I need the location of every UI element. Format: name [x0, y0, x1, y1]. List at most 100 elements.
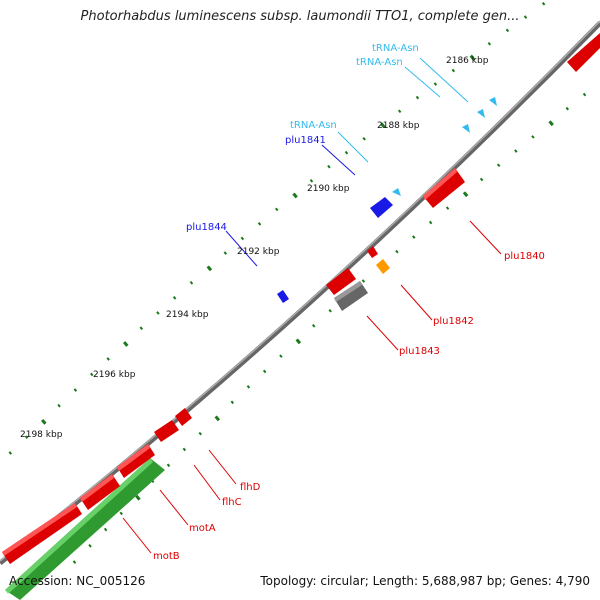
tick-dot	[166, 463, 171, 468]
gene-plu1842-small-red[interactable]	[367, 246, 378, 258]
tick-dot	[135, 494, 141, 501]
tick-dot	[189, 281, 194, 285]
tick-dot	[395, 249, 399, 254]
leader-lines	[122, 57, 502, 554]
tick-dot	[103, 527, 108, 532]
tick-dot	[412, 235, 416, 239]
tick-dot	[172, 296, 177, 300]
gene-plu1843[interactable]	[334, 281, 368, 311]
tick-dot	[428, 220, 433, 225]
tick-dot	[380, 122, 386, 129]
gene-plu1840-b[interactable]	[326, 268, 356, 295]
tick-dot	[582, 92, 587, 97]
tick-label-2194: 2194 kbp	[166, 310, 209, 320]
gene-plu1844[interactable]	[277, 290, 289, 303]
gene-label-flhC: flhC	[222, 497, 242, 508]
tick-dot	[90, 372, 94, 377]
tick-label-2186: 2186 kbp	[446, 56, 489, 66]
trna-marker-1[interactable]	[392, 188, 401, 196]
trna-marker-4[interactable]	[489, 97, 497, 106]
tick-dot	[415, 95, 420, 100]
tick-dot	[240, 236, 245, 241]
tick-dot	[88, 543, 92, 548]
gene-label-plu1841: plu1841	[285, 135, 326, 146]
tick-dot	[24, 435, 29, 439]
tick-dot	[469, 54, 476, 61]
tick-dot	[295, 338, 302, 345]
tick-dot	[122, 341, 129, 347]
gene-label-trna-c: tRNA-Asn	[290, 120, 337, 131]
tick-dot	[548, 120, 554, 127]
tick-dot	[182, 447, 187, 452]
tick-dot	[362, 136, 366, 141]
tick-dot	[462, 191, 469, 198]
gene-plu1841[interactable]	[370, 197, 393, 218]
topology-summary: Topology: circular; Length: 5,688,987 bp…	[260, 574, 590, 588]
gene-flhD-a[interactable]	[154, 420, 179, 442]
gene-motB[interactable]	[2, 503, 82, 564]
gene-label-motA: motA	[189, 523, 216, 534]
gene-upper-right[interactable]	[567, 33, 600, 72]
tick-dot	[73, 388, 78, 392]
tick-dot	[246, 385, 251, 389]
tick-dot-tracks	[8, 1, 587, 564]
tick-dot	[292, 192, 298, 199]
tick-dot	[541, 1, 546, 6]
tick-dot	[505, 28, 510, 33]
tick-dot	[523, 15, 528, 19]
accession-text: Accession: NC_005126	[9, 574, 146, 588]
tick-dot	[531, 135, 535, 139]
tick-dot	[262, 369, 267, 374]
tick-dot	[156, 311, 160, 315]
tick-dot	[479, 177, 484, 182]
tick-dot	[214, 415, 221, 422]
gene-label-trna-a: tRNA-Asn	[372, 43, 419, 54]
gene-label-plu1844: plu1844	[186, 222, 227, 233]
tick-dot	[397, 109, 402, 114]
gene-plu1842[interactable]	[376, 259, 390, 274]
gene-label-plu1843: plu1843	[399, 346, 440, 357]
tick-dot	[275, 207, 279, 212]
trna-marker-3[interactable]	[477, 109, 485, 118]
tick-dot	[230, 400, 235, 405]
green-gene[interactable]	[5, 458, 165, 600]
tick-dot	[206, 265, 213, 272]
tick-dot	[514, 149, 518, 153]
gene-flhD-b[interactable]	[175, 408, 192, 426]
tick-dot	[198, 431, 202, 436]
tick-dot	[433, 82, 438, 86]
tick-label-2198: 2198 kbp	[20, 430, 63, 440]
gene-motA[interactable]	[80, 474, 120, 510]
gene-label-plu1840: plu1840	[504, 251, 545, 262]
map-title: Photorhabdus luminescens subsp. laumondi…	[80, 9, 520, 24]
tick-dot	[119, 511, 123, 516]
gene-label-trna-b: tRNA-Asn	[356, 57, 403, 68]
genome-backbone	[0, 21, 600, 565]
gene-plu1840[interactable]	[423, 168, 465, 208]
tick-dot	[311, 323, 316, 328]
tick-dot	[106, 357, 110, 361]
tick-dot	[344, 150, 349, 155]
tick-label-2188: 2188 kbp	[377, 121, 420, 131]
tick-dot	[328, 308, 332, 313]
tick-dot	[496, 163, 501, 168]
tick-label-2196: 2196 kbp	[93, 370, 136, 380]
tick-dot	[451, 68, 456, 73]
tick-dot	[41, 418, 47, 425]
tick-dot	[223, 251, 228, 255]
gene-label-motB: motB	[153, 551, 180, 562]
tick-label-2190: 2190 kbp	[307, 184, 350, 194]
tick-dot	[487, 41, 492, 46]
tick-dot	[361, 279, 366, 283]
tick-dot	[309, 179, 314, 183]
tick-dot	[139, 326, 144, 330]
tick-dot	[257, 222, 262, 226]
gene-label-flhD: flhD	[240, 482, 261, 493]
gene-flhC[interactable]	[117, 444, 155, 478]
tick-label-2192: 2192 kbp	[237, 247, 280, 257]
trna-marker-2[interactable]	[462, 124, 470, 133]
tick-dot	[279, 354, 283, 358]
tick-dot	[8, 451, 13, 455]
tick-dot	[327, 164, 331, 169]
